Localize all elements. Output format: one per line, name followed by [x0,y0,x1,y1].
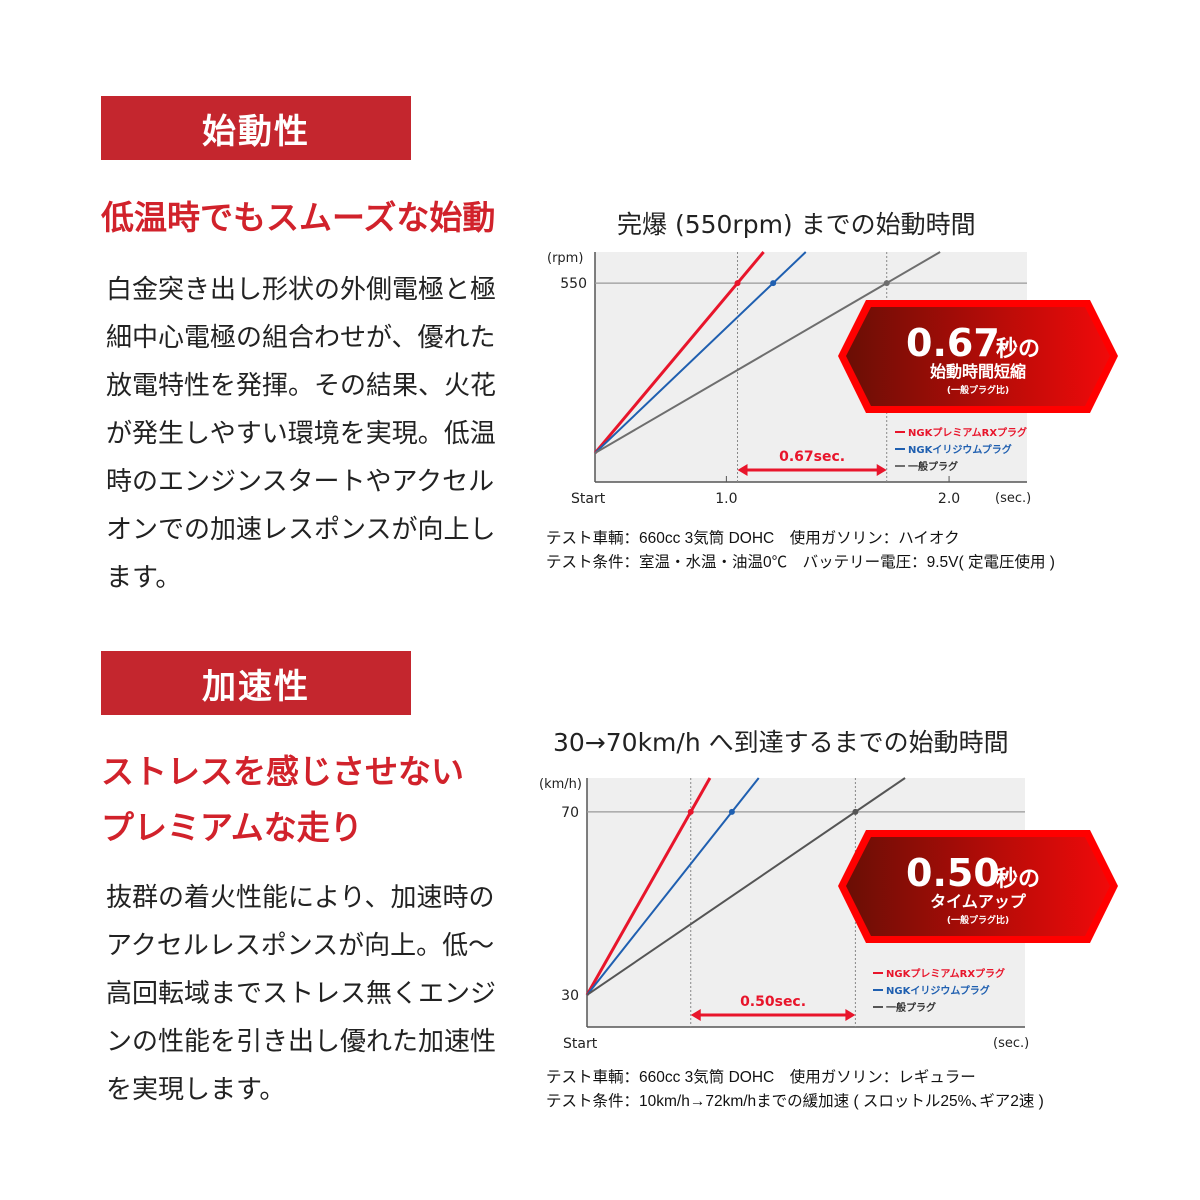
section-heading-acceleration-2: プレミアムな走り [101,808,363,847]
y-tick-label: 70 [561,805,579,821]
series-point [734,280,741,287]
badge-sub: タイムアップ [930,892,1027,911]
legend-label: 一般プラグ [886,1001,936,1014]
badge-value: 0.50 [906,851,1000,895]
legend-label: 一般プラグ [908,460,958,473]
x-tick-label: 2.0 [938,491,960,507]
x-axis-label: (sec.) [995,491,1031,506]
section-label-acceleration: 加速性 [101,651,411,715]
series-point [728,808,735,815]
x-tick-label: Start [563,1036,598,1052]
series-line [586,777,906,996]
chart-title-2: 30→70km/h へ到達するまでの始動時間 [553,728,1009,757]
badge-unit: 秒の [996,337,1040,362]
diff-label: 0.67sec. [779,449,845,465]
section-body-acceleration: 抜群の着火性能により、加速時のアクセルレスポンスが向上。低～高回転域までストレス… [106,883,497,1105]
diff-label: 0.50sec. [740,994,806,1010]
section-heading-starting: 低温時でもスムーズな始動 [101,198,496,237]
series-point [883,280,890,287]
badge-value: 0.67 [906,321,1000,365]
x-tick-label: Start [571,491,606,507]
chart-title-1: 完爆 (550rpm) までの始動時間 [617,210,976,239]
badge-note: (一般プラグ比) [947,384,1009,396]
x-tick-label: 1.0 [715,491,737,507]
caption-2b: テスト条件：10km/h→72km/hまでの緩加速 ( スロットル25%､ギア2… [546,1093,1044,1110]
y-axis-label: (rpm) [547,251,583,266]
badge-inner [846,307,1110,406]
y-tick-label: 550 [560,276,587,292]
badge-note: (一般プラグ比) [947,914,1009,926]
caption-1b: テスト条件：室温・水温・油温0℃ バッテリー電圧：9.5V( 定電圧使用 ) [546,554,1055,571]
badge-inner [846,837,1110,936]
legend-label: NGKイリジウムプラグ [886,984,990,997]
x-axis-label: (sec.) [993,1036,1029,1051]
legend-label: NGKプレミアムRXプラグ [908,426,1027,439]
y-axis-label: (km/h) [539,777,582,792]
section-body-starting: 白金突き出し形状の外側電極と極細中心電極の組合わせが、優れた放電特性を発揮。その… [106,275,497,593]
series-point [687,808,694,815]
series-line [593,251,765,455]
series-point [852,808,859,815]
section-heading-acceleration-1: ストレスを感じさせない [101,752,464,791]
series-line [594,251,941,454]
badge-unit: 秒の [996,867,1040,892]
legend-label: NGKプレミアムRXプラグ [886,967,1005,980]
y-tick-label: 30 [561,988,579,1004]
badge-sub: 始動時間短縮 [930,362,1026,381]
caption-2a: テスト車輌：660cc 3気筒 DOHC 使用ガソリン：レギュラー [546,1069,976,1086]
series-point [770,280,777,287]
legend-label: NGKイリジウムプラグ [908,443,1012,456]
caption-1a: テスト車輌：660cc 3気筒 DOHC 使用ガソリン：ハイオク [546,530,960,547]
series-line [594,251,807,454]
section-label-starting: 始動性 [101,96,411,160]
